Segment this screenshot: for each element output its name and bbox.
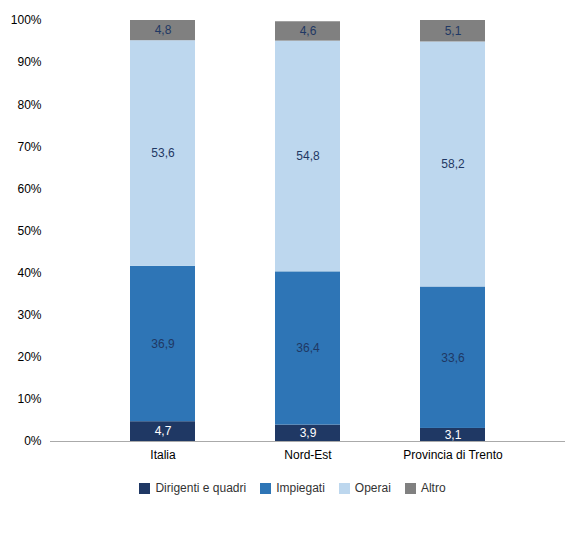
svg-text:0%: 0% (24, 434, 42, 448)
svg-text:Nord-Est: Nord-Est (284, 448, 332, 462)
svg-text:100%: 100% (11, 13, 42, 27)
svg-text:70%: 70% (17, 140, 41, 154)
svg-text:54,8: 54,8 (296, 149, 320, 163)
svg-text:40%: 40% (17, 266, 41, 280)
svg-text:Italia: Italia (150, 448, 176, 462)
svg-text:4,8: 4,8 (155, 23, 172, 37)
html-text:Altro: Altro (420, 481, 446, 495)
svg-text:60%: 60% (17, 182, 41, 196)
svg-text:36,9: 36,9 (151, 337, 175, 351)
svg-text:3,9: 3,9 (300, 426, 317, 440)
svg-text:10%: 10% (17, 392, 41, 406)
svg-text:3,1: 3,1 (445, 428, 462, 442)
html-text:Dirigenti e quadri: Dirigenti e quadri (155, 481, 247, 495)
svg-text:80%: 80% (17, 98, 41, 112)
svg-text:58,2: 58,2 (441, 157, 465, 171)
html-text:Operai: Operai (354, 481, 391, 495)
svg-text:4,6: 4,6 (300, 24, 317, 38)
svg-text:33,6: 33,6 (441, 351, 465, 365)
svg-text:50%: 50% (17, 224, 41, 238)
svg-text:53,6: 53,6 (151, 146, 175, 160)
svg-text:Provincia di Trento: Provincia di Trento (403, 448, 503, 462)
svg-text:20%: 20% (17, 350, 41, 364)
svg-text:36,4: 36,4 (296, 341, 320, 355)
svg-text:5,1: 5,1 (445, 24, 462, 38)
svg-text:90%: 90% (17, 55, 41, 69)
html-text:Impiegati: Impiegati (276, 481, 325, 495)
svg-text:4,7: 4,7 (155, 424, 172, 438)
svg-text:30%: 30% (17, 308, 41, 322)
